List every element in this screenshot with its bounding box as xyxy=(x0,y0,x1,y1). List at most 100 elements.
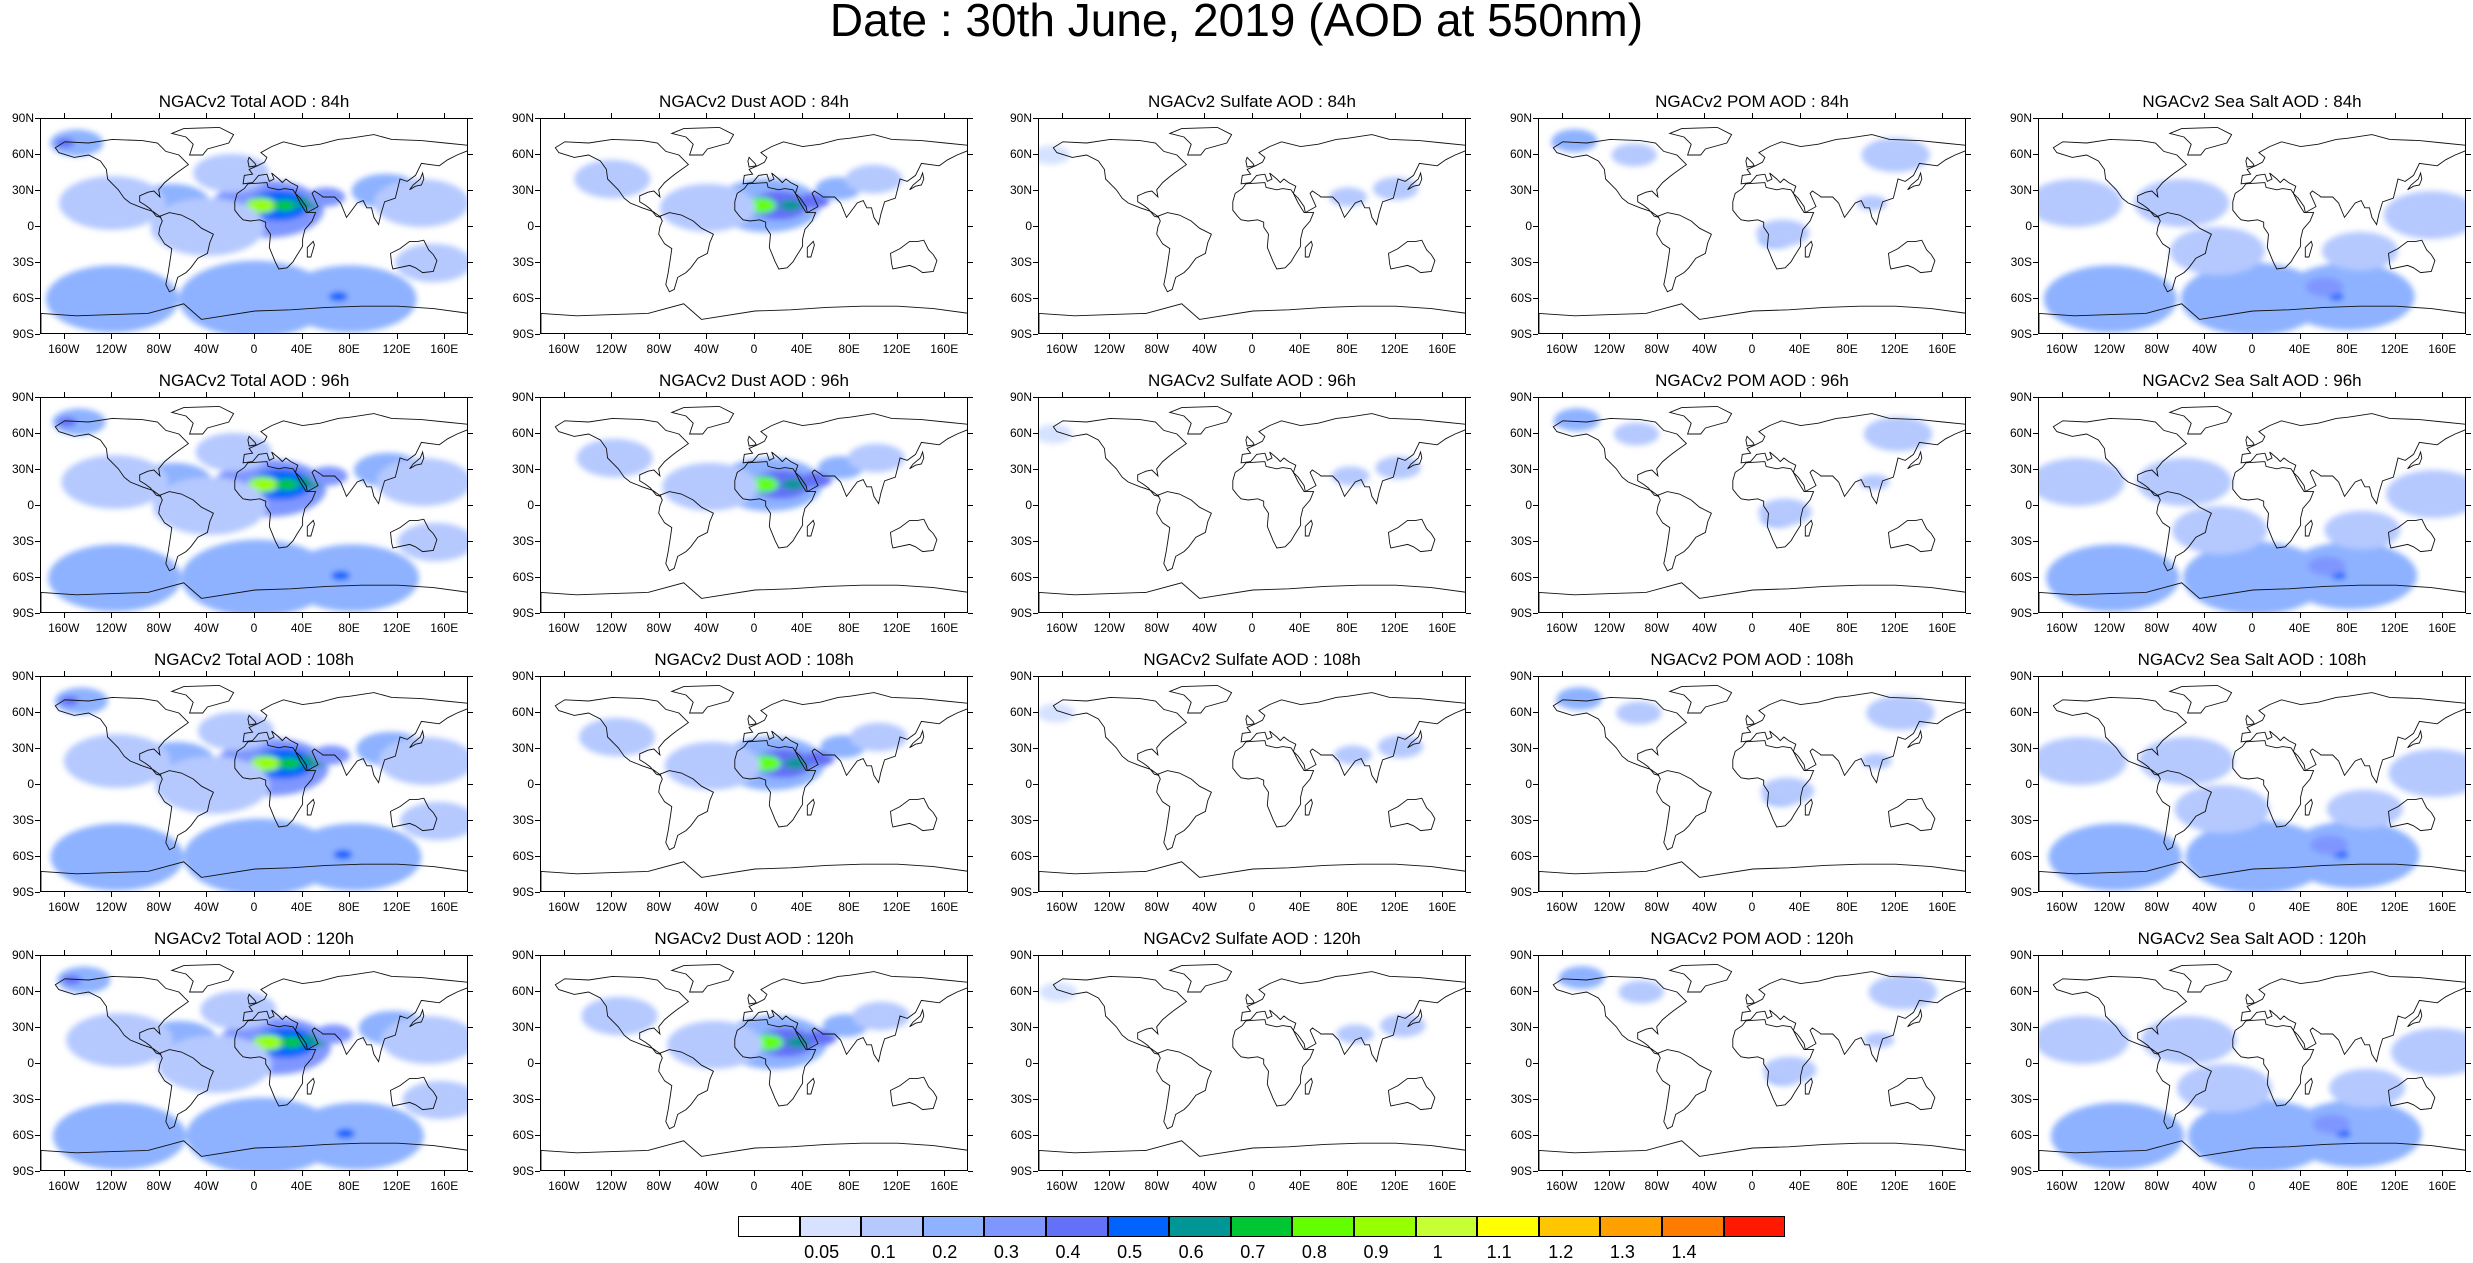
lat-tick-mark xyxy=(468,892,473,893)
lat-tick-mark xyxy=(35,1171,40,1172)
map-plot-area xyxy=(540,397,968,613)
coastline-japan xyxy=(1407,171,1423,191)
coastline-antarctica xyxy=(1039,582,1465,612)
aod-blob xyxy=(2312,1114,2351,1134)
lon-tick-mark xyxy=(2394,1171,2396,1176)
coastline-antarctica xyxy=(541,861,967,891)
lat-tick-mark xyxy=(535,397,540,398)
coastline-greenland xyxy=(670,126,735,156)
aod-blob xyxy=(1039,982,1078,1002)
lon-tick-mark xyxy=(63,1171,65,1176)
lat-tick-mark xyxy=(1966,190,1971,191)
lon-tick-mark xyxy=(301,671,303,676)
lon-tick-mark xyxy=(2156,113,2158,118)
lon-tick-mark xyxy=(2347,334,2349,339)
lon-tick-mark xyxy=(111,892,113,897)
lat-tick-mark xyxy=(2466,748,2471,749)
aod-blob xyxy=(2386,470,2465,518)
lat-tick-label: 90N xyxy=(1009,669,1032,683)
lon-tick-mark xyxy=(1656,950,1658,955)
coastline-madagascar xyxy=(306,1077,315,1095)
coastline-samerica xyxy=(2156,770,2212,851)
lat-tick-mark xyxy=(1966,676,1971,677)
lat-tick-mark xyxy=(1966,820,1971,821)
lon-tick-mark xyxy=(2347,671,2349,676)
lon-tick-mark xyxy=(1252,613,1253,618)
lon-tick-label: 40E xyxy=(2288,621,2311,635)
coastline-africa xyxy=(1732,1019,1815,1107)
lat-tick-label: 60S xyxy=(2010,570,2032,584)
lat-tick-mark xyxy=(468,505,473,506)
lon-tick-mark xyxy=(1204,892,1206,897)
lon-tick-mark xyxy=(1442,671,1444,676)
lon-tick-mark xyxy=(1204,392,1206,397)
lon-tick-mark xyxy=(1609,392,1611,397)
lon-tick-mark xyxy=(1561,1171,1563,1176)
lon-tick-mark xyxy=(2394,613,2396,618)
lat-tick-mark xyxy=(1533,955,1538,956)
lat-tick-mark xyxy=(35,541,40,542)
lat-tick-mark xyxy=(1966,334,1971,335)
coastline-africa xyxy=(1732,182,1815,270)
lat-tick-mark xyxy=(2466,577,2471,578)
lon-tick-mark xyxy=(1109,113,1111,118)
aod-blob xyxy=(61,455,168,509)
lat-tick-mark xyxy=(968,1099,973,1100)
coastline-australia xyxy=(2388,797,2436,832)
lat-tick-label: 60N xyxy=(2009,984,2032,998)
colorbar-swatch xyxy=(1169,1216,1231,1237)
lat-tick-label: 30S xyxy=(12,1092,34,1106)
lat-tick-mark xyxy=(468,469,473,470)
lon-tick-label: 80E xyxy=(338,1179,360,1193)
coastline-africa xyxy=(734,1019,817,1107)
lat-tick-label: 60S xyxy=(12,570,34,584)
lat-tick-mark xyxy=(968,712,973,713)
lon-tick-mark xyxy=(1799,334,1801,339)
coastline-japan xyxy=(2407,171,2423,191)
aod-blob xyxy=(63,734,171,788)
lat-tick-mark xyxy=(2466,820,2471,821)
lon-tick-label: 0 xyxy=(1748,621,1756,635)
aod-blob xyxy=(155,756,270,814)
lon-tick-mark xyxy=(1394,950,1396,955)
aod-blob xyxy=(667,1020,763,1069)
lon-tick-label: 160W xyxy=(1546,621,1578,635)
coastline-eurasia xyxy=(1740,134,1965,226)
panel-title: NGACv2 Total AOD : 120h xyxy=(153,929,354,948)
lon-tick-mark xyxy=(563,334,565,339)
lon-tick-mark xyxy=(2109,613,2111,618)
aod-blob xyxy=(2307,556,2346,576)
lon-tick-mark xyxy=(1609,1171,1611,1176)
aod-blob xyxy=(402,1080,467,1120)
lon-tick-label: 80W xyxy=(646,1179,672,1193)
lon-tick-label: 0 xyxy=(2248,1179,2256,1193)
lon-tick-mark xyxy=(349,392,351,397)
lon-tick-mark xyxy=(254,671,255,676)
lat-tick-label: 90N xyxy=(11,111,34,125)
lat-tick-mark xyxy=(468,1063,473,1064)
lon-tick-mark xyxy=(1847,392,1849,397)
lat-tick-label: 30N xyxy=(511,1020,534,1034)
lat-tick-mark xyxy=(1966,541,1971,542)
lon-tick-mark xyxy=(754,1171,755,1176)
lon-tick-mark xyxy=(1252,671,1253,676)
aod-blob xyxy=(331,570,351,581)
lat-tick-mark xyxy=(1966,955,1971,956)
lat-tick-mark xyxy=(1466,505,1471,506)
lon-tick-mark xyxy=(754,113,755,118)
lon-tick-mark xyxy=(206,334,208,339)
lon-tick-mark xyxy=(206,950,208,955)
lon-tick-mark xyxy=(801,671,803,676)
lon-tick-label: 0 xyxy=(2248,342,2256,356)
coastline-eurasia xyxy=(242,971,467,1063)
lat-tick-mark xyxy=(1533,856,1538,857)
aod-field-map xyxy=(1039,126,1465,333)
lon-tick-mark xyxy=(2109,334,2111,339)
lat-tick-label: 90N xyxy=(11,669,34,683)
lat-tick-mark xyxy=(1533,1171,1538,1172)
coastline-greenland xyxy=(170,126,235,156)
lon-tick-label: 0 xyxy=(1248,621,1256,635)
lon-tick-mark xyxy=(1942,892,1944,897)
lat-tick-mark xyxy=(1033,469,1038,470)
lon-tick-mark xyxy=(2109,1171,2111,1176)
